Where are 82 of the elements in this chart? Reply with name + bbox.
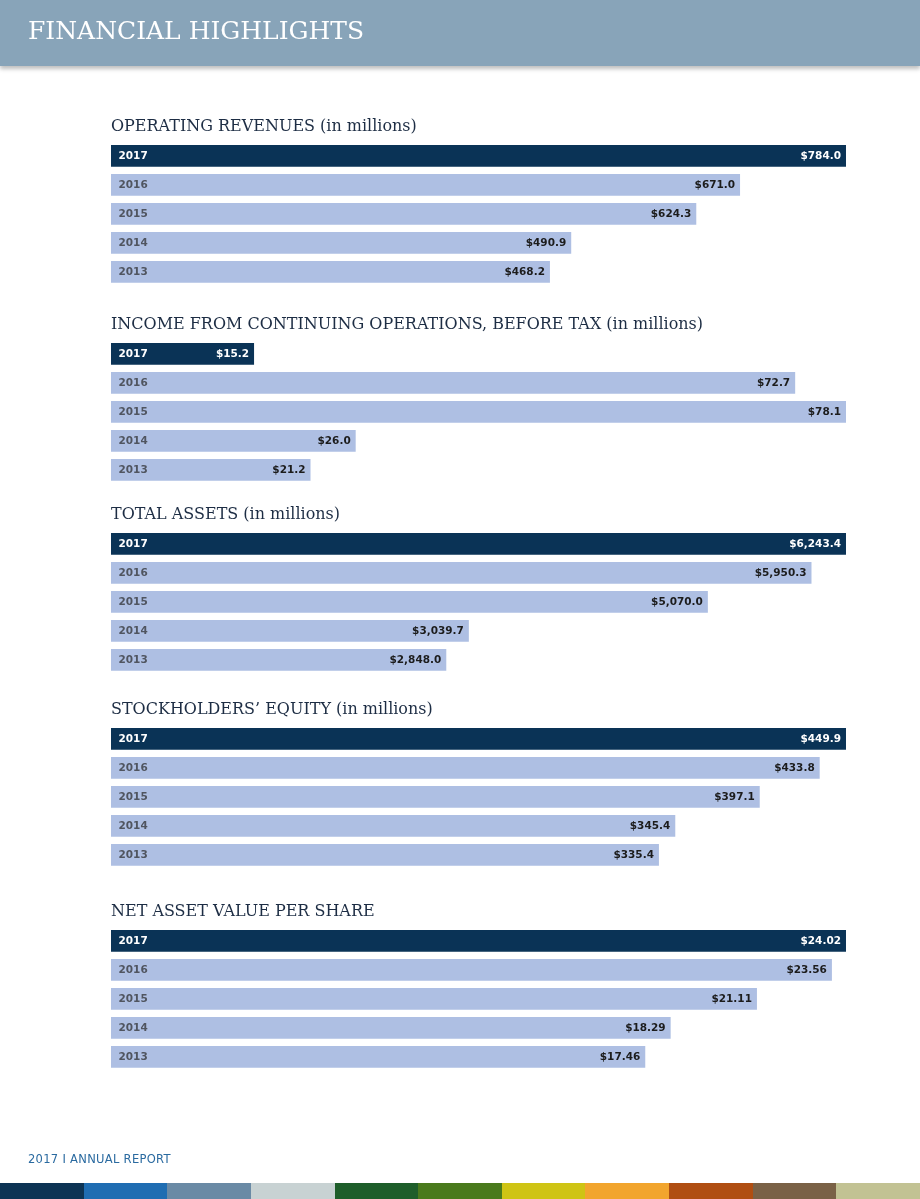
data-label: $397.1 bbox=[714, 789, 755, 802]
y-tick-label: 2016 bbox=[118, 177, 148, 190]
bar bbox=[111, 929, 846, 952]
data-label: $784.0 bbox=[800, 148, 841, 161]
data-label: $6,243.4 bbox=[789, 536, 841, 549]
y-tick-label: 2017 bbox=[118, 148, 148, 161]
bar bbox=[111, 843, 659, 866]
bar bbox=[111, 342, 255, 365]
bar bbox=[111, 619, 469, 642]
data-label: $335.4 bbox=[613, 847, 654, 860]
data-label: $78.1 bbox=[807, 404, 841, 417]
chart-title: INCOME FROM CONTINUING OPERATIONS, BEFORE TAX (in millions) bbox=[111, 314, 704, 333]
data-label: $23.56 bbox=[786, 962, 827, 975]
bar bbox=[111, 756, 820, 779]
data-label: $24.02 bbox=[800, 933, 841, 946]
text: 2017 I ANNUAL REPORT bbox=[28, 1152, 171, 1166]
bar bbox=[111, 429, 356, 452]
data-label: $26.0 bbox=[317, 433, 351, 446]
bar bbox=[111, 814, 676, 837]
y-tick-label: 2017 bbox=[118, 346, 148, 359]
chart-title: STOCKHOLDERS’ EQUITY (in millions) bbox=[111, 699, 433, 718]
data-label: $449.9 bbox=[800, 731, 841, 744]
data-label: $21.11 bbox=[711, 991, 752, 1004]
y-tick-label: 2014 bbox=[118, 818, 148, 831]
y-tick-label: 2017 bbox=[118, 536, 148, 549]
data-label: $18.29 bbox=[625, 1020, 666, 1033]
data-label: $490.9 bbox=[525, 235, 567, 248]
data-label: $15.2 bbox=[215, 346, 250, 359]
y-tick-label: 2015 bbox=[118, 206, 148, 219]
chart-title: TOTAL ASSETS (in millions) bbox=[111, 504, 341, 523]
bar bbox=[111, 987, 757, 1010]
bar bbox=[111, 590, 708, 613]
y-tick-label: 2013 bbox=[118, 652, 148, 665]
data-label: $3,039.7 bbox=[412, 623, 464, 636]
y-tick-label: 2015 bbox=[118, 594, 148, 607]
bar bbox=[111, 785, 760, 808]
bar bbox=[111, 400, 846, 423]
bar bbox=[111, 144, 846, 167]
data-label: $624.3 bbox=[650, 206, 692, 219]
y-tick-label: 2017 bbox=[118, 731, 148, 744]
y-tick-label: 2016 bbox=[118, 962, 148, 975]
bar bbox=[111, 260, 550, 283]
y-tick-label: 2013 bbox=[118, 462, 148, 475]
y-tick-label: 2017 bbox=[118, 933, 148, 946]
y-tick-label: 2016 bbox=[118, 760, 148, 773]
text: FINANCIAL HIGHLIGHTS bbox=[28, 16, 365, 45]
bar bbox=[111, 561, 812, 584]
bar bbox=[111, 727, 846, 750]
data-label: $433.8 bbox=[774, 760, 815, 773]
data-label: $671.0 bbox=[694, 177, 736, 190]
bar bbox=[111, 1016, 671, 1039]
bar bbox=[111, 532, 846, 555]
y-tick-label: 2015 bbox=[118, 991, 148, 1004]
bar bbox=[111, 458, 311, 481]
y-tick-label: 2013 bbox=[118, 847, 148, 860]
bar bbox=[111, 648, 447, 671]
data-label: $2,848.0 bbox=[389, 652, 442, 665]
y-tick-label: 2014 bbox=[118, 235, 148, 248]
chart-title: NET ASSET VALUE PER SHARE bbox=[111, 901, 375, 920]
y-tick-label: 2013 bbox=[118, 264, 148, 277]
bar bbox=[111, 202, 697, 225]
data-label: $5,950.3 bbox=[754, 565, 807, 578]
y-tick-label: 2014 bbox=[118, 433, 148, 446]
data-label: $345.4 bbox=[629, 818, 671, 831]
y-tick-label: 2016 bbox=[118, 375, 148, 388]
bar bbox=[111, 958, 832, 981]
chart-title: OPERATING REVENUES (in millions) bbox=[111, 116, 417, 135]
y-tick-label: 2015 bbox=[118, 404, 148, 417]
data-label: $5,070.0 bbox=[651, 594, 703, 607]
y-tick-label: 2014 bbox=[118, 1020, 148, 1033]
y-tick-label: 2013 bbox=[118, 1049, 148, 1062]
y-tick-label: 2015 bbox=[118, 789, 148, 802]
bar bbox=[111, 1045, 646, 1068]
y-tick-label: 2016 bbox=[118, 565, 148, 578]
data-label: $72.7 bbox=[757, 375, 791, 388]
bar bbox=[111, 231, 572, 254]
bar bbox=[111, 173, 741, 196]
data-label: $468.2 bbox=[504, 264, 545, 277]
bar bbox=[111, 371, 796, 394]
data-label: $17.46 bbox=[599, 1049, 641, 1062]
y-tick-label: 2014 bbox=[118, 623, 148, 636]
data-label: $21.2 bbox=[272, 462, 306, 475]
